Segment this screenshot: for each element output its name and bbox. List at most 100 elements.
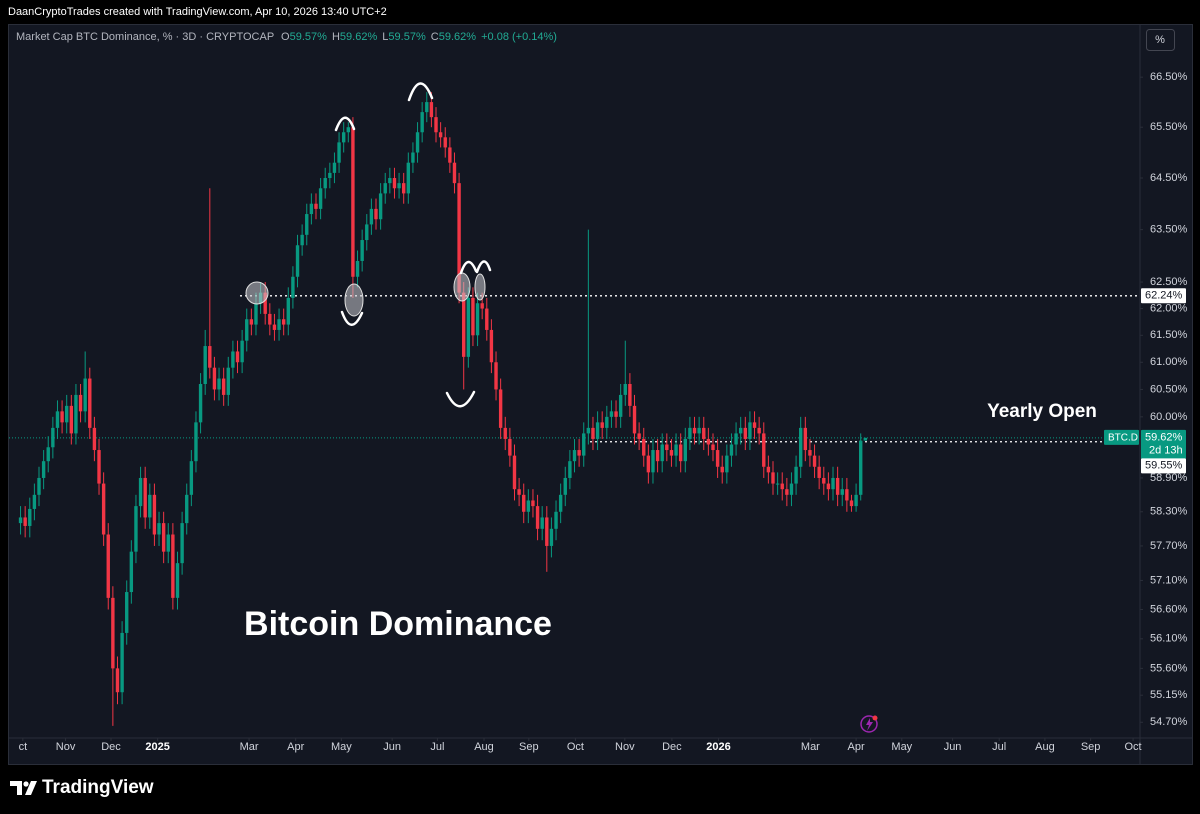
candle-body <box>738 427 743 434</box>
candle-body <box>485 308 489 330</box>
candle-body <box>420 112 424 133</box>
x-tick-label: Apr <box>287 741 304 753</box>
candle-body <box>558 494 563 512</box>
candle-body <box>369 208 374 225</box>
x-tick-label: May <box>891 741 912 753</box>
level-label-box <box>1141 458 1186 474</box>
candle-body <box>374 208 378 220</box>
y-tick-label: 58.30% <box>1150 506 1188 518</box>
candle-body <box>526 500 531 512</box>
candle-body <box>660 444 664 462</box>
x-tick-label: Nov <box>615 741 635 753</box>
candle-body <box>194 422 198 462</box>
legend-c-value: 59.62% <box>439 31 477 43</box>
candle-body <box>688 427 692 439</box>
candle-body <box>808 450 812 456</box>
candle-body <box>859 440 863 495</box>
candle-body <box>600 422 604 428</box>
candle-body <box>69 405 74 434</box>
candle-body <box>697 427 701 434</box>
candle-body <box>83 378 87 412</box>
candle-body <box>166 534 170 552</box>
candle-body <box>748 422 752 439</box>
x-tick-label: Jul <box>992 741 1006 753</box>
candle-body <box>235 351 240 363</box>
candle-body <box>231 351 235 368</box>
candle-body <box>74 394 78 434</box>
candle-body <box>766 466 771 473</box>
candle-body <box>295 245 300 277</box>
candle-body <box>628 383 632 406</box>
candle-body <box>314 203 318 209</box>
candle-body <box>840 489 844 495</box>
candle-body <box>715 450 720 467</box>
symbol-label: BTC.D <box>1108 432 1138 443</box>
legend-h: H <box>332 31 340 43</box>
candle-body <box>586 427 591 434</box>
brand-logo <box>10 781 37 795</box>
y-tick-label: 60.50% <box>1150 383 1188 395</box>
candle-body <box>185 494 189 524</box>
x-tick-label: Oct <box>1125 741 1142 753</box>
candle-body <box>438 132 443 138</box>
x-tick-label: ct <box>19 741 28 753</box>
candle-body <box>143 477 147 518</box>
candle-body <box>92 427 97 451</box>
candle-body <box>388 178 392 184</box>
candle-body <box>849 500 854 507</box>
candle-body <box>254 303 258 325</box>
candle-body <box>743 427 748 439</box>
x-tick-label: Jul <box>430 741 444 753</box>
candle-body <box>462 292 466 357</box>
candle-body <box>702 427 706 439</box>
candle-body <box>734 433 738 445</box>
candle-body <box>512 455 517 490</box>
candle-body <box>346 127 350 133</box>
candle-body <box>383 183 387 194</box>
x-tick-label: Mar <box>801 741 820 753</box>
candle-body <box>789 483 794 495</box>
y-tick-label: 61.50% <box>1150 329 1188 341</box>
candle-body <box>568 461 572 478</box>
candle-body <box>55 411 60 428</box>
y-tick-label: 56.60% <box>1150 603 1188 615</box>
candle-body <box>46 447 50 462</box>
y-tick-label: 54.70% <box>1150 716 1188 728</box>
candle-body <box>245 319 249 341</box>
candle-body <box>152 494 157 535</box>
candle-body <box>434 117 438 133</box>
candle-body <box>545 517 549 546</box>
candle-body <box>351 127 355 277</box>
candle-body <box>826 483 831 490</box>
candle-body <box>623 383 627 395</box>
candle-body <box>457 183 461 293</box>
candle-body <box>157 523 161 535</box>
unit-button-label[interactable]: % <box>1155 34 1165 46</box>
candle-body <box>41 461 46 478</box>
candle-body <box>120 632 124 693</box>
legend-l: L <box>382 31 388 43</box>
candle-body <box>577 450 581 456</box>
unit-button[interactable] <box>1146 29 1175 51</box>
candle-body <box>60 411 64 423</box>
bottom-arc <box>445 390 476 408</box>
legend-title: Market Cap BTC Dominance, % · 3D · CRYPT… <box>16 31 274 43</box>
candle-body <box>794 466 798 484</box>
candle-body <box>341 132 346 143</box>
candle-body <box>401 183 406 194</box>
candle-body <box>618 394 623 417</box>
candle-body <box>757 427 761 434</box>
y-tick-label: 66.50% <box>1150 71 1188 83</box>
candle-body <box>466 297 471 357</box>
candle-body <box>429 102 434 118</box>
candle-body <box>563 477 567 495</box>
candle-body <box>822 477 826 484</box>
candle-body <box>549 528 554 546</box>
y-tick-label: 56.10% <box>1150 633 1188 645</box>
chart-label: Bitcoin Dominance <box>244 605 552 643</box>
candle-body <box>355 260 360 277</box>
candle-body <box>448 147 452 163</box>
candle-body <box>683 438 687 462</box>
